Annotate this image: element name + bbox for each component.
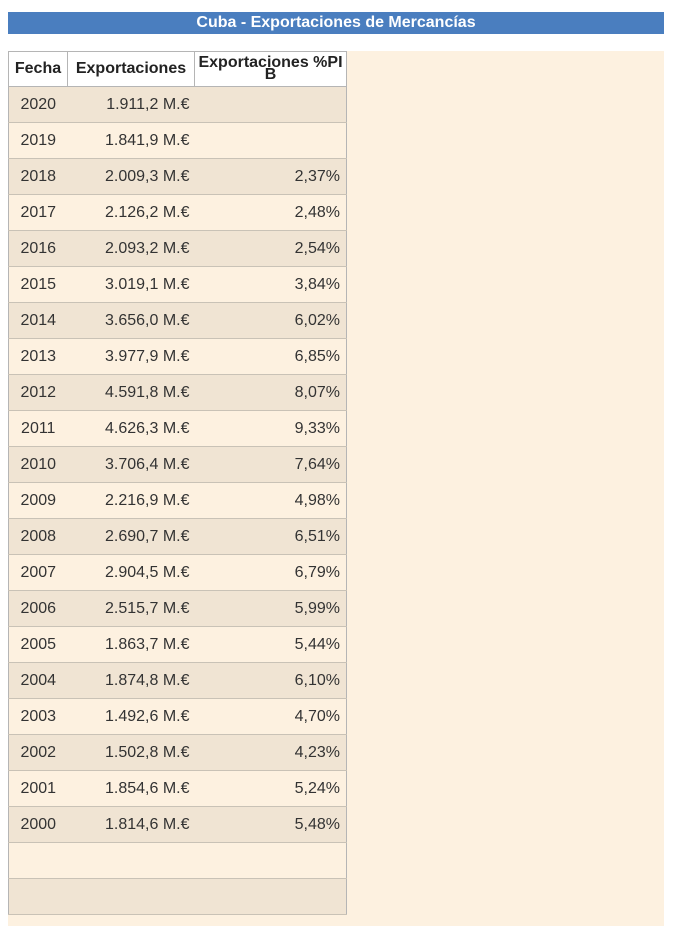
table-row: 2003 1.492,6 M.€ 4,70%: [8, 698, 347, 735]
header-exports-pib[interactable]: Exportaciones %PIB: [194, 51, 347, 87]
cell-exports-pib: 2,37%: [194, 158, 347, 195]
cell-exports-pib: 2,54%: [194, 230, 347, 267]
table-row: 2018 2.009,3 M.€ 2,37%: [8, 158, 347, 195]
cell-exports-pib: 9,33%: [194, 410, 347, 447]
table-row: 2020 1.911,2 M.€: [8, 86, 347, 123]
cell-year: 2001: [8, 770, 68, 807]
cell-year: [8, 878, 68, 915]
cell-exports: 2.126,2 M.€: [67, 194, 195, 231]
cell-exports-pib: 6,51%: [194, 518, 347, 555]
table-row: [8, 878, 347, 915]
cell-exports: 3.656,0 M.€: [67, 302, 195, 339]
cell-exports-pib: 4,23%: [194, 734, 347, 771]
table-row: 2011 4.626,3 M.€ 9,33%: [8, 410, 347, 447]
cell-exports: 2.515,7 M.€: [67, 590, 195, 627]
cell-exports-pib: [194, 878, 347, 915]
table-row: 2006 2.515,7 M.€ 5,99%: [8, 590, 347, 627]
cell-exports-pib: 6,79%: [194, 554, 347, 591]
cell-year: 2012: [8, 374, 68, 411]
table-row: 2016 2.093,2 M.€ 2,54%: [8, 230, 347, 267]
cell-year: 2003: [8, 698, 68, 735]
table-row: 2002 1.502,8 M.€ 4,23%: [8, 734, 347, 771]
table-row: 2013 3.977,9 M.€ 6,85%: [8, 338, 347, 375]
cell-exports-pib: 8,07%: [194, 374, 347, 411]
cell-exports: 1.863,7 M.€: [67, 626, 195, 663]
header-date[interactable]: Fecha: [8, 51, 68, 87]
cell-year: [8, 842, 68, 879]
cell-year: 2007: [8, 554, 68, 591]
table-row: 2009 2.216,9 M.€ 4,98%: [8, 482, 347, 519]
cell-exports: 2.009,3 M.€: [67, 158, 195, 195]
cell-year: 2009: [8, 482, 68, 519]
cell-exports: [67, 878, 195, 915]
table-row: 2014 3.656,0 M.€ 6,02%: [8, 302, 347, 339]
cell-exports: 3.706,4 M.€: [67, 446, 195, 483]
table-row: 2012 4.591,8 M.€ 8,07%: [8, 374, 347, 411]
cell-exports-pib: [194, 122, 347, 159]
cell-exports-pib: 5,44%: [194, 626, 347, 663]
cell-exports-pib: 5,24%: [194, 770, 347, 807]
cell-year: 2002: [8, 734, 68, 771]
cell-year: 2014: [8, 302, 68, 339]
cell-exports: 1.814,6 M.€: [67, 806, 195, 843]
cell-exports-pib: 5,48%: [194, 806, 347, 843]
cell-exports-pib: 3,84%: [194, 266, 347, 303]
cell-exports-pib: 2,48%: [194, 194, 347, 231]
table-row: [8, 842, 347, 879]
cell-exports-pib: 4,98%: [194, 482, 347, 519]
cell-exports: 2.093,2 M.€: [67, 230, 195, 267]
table-row: 2000 1.814,6 M.€ 5,48%: [8, 806, 347, 843]
table-row: 2008 2.690,7 M.€ 6,51%: [8, 518, 347, 555]
cell-year: 2004: [8, 662, 68, 699]
cell-exports: 2.690,7 M.€: [67, 518, 195, 555]
cell-year: 2008: [8, 518, 68, 555]
cell-year: 2016: [8, 230, 68, 267]
cell-year: 2000: [8, 806, 68, 843]
cell-exports: 1.841,9 M.€: [67, 122, 195, 159]
cell-exports: 1.854,6 M.€: [67, 770, 195, 807]
cell-exports-pib: 6,10%: [194, 662, 347, 699]
cell-exports: 4.626,3 M.€: [67, 410, 195, 447]
cell-exports-pib: 6,02%: [194, 302, 347, 339]
cell-exports: 1.911,2 M.€: [67, 86, 195, 123]
cell-year: 2017: [8, 194, 68, 231]
header-exports[interactable]: Exportaciones: [67, 51, 195, 87]
table-row: 2005 1.863,7 M.€ 5,44%: [8, 626, 347, 663]
exports-table: Fecha Exportaciones Exportaciones %PIB 2…: [8, 51, 347, 915]
table-row: 2017 2.126,2 M.€ 2,48%: [8, 194, 347, 231]
table-row: 2010 3.706,4 M.€ 7,64%: [8, 446, 347, 483]
cell-exports: 1.502,8 M.€: [67, 734, 195, 771]
cell-exports-pib: 5,99%: [194, 590, 347, 627]
cell-year: 2010: [8, 446, 68, 483]
cell-exports: 1.874,8 M.€: [67, 662, 195, 699]
cell-exports: [67, 842, 195, 879]
cell-year: 2015: [8, 266, 68, 303]
cell-exports-pib: 7,64%: [194, 446, 347, 483]
cell-exports: 2.216,9 M.€: [67, 482, 195, 519]
cell-exports: 3.019,1 M.€: [67, 266, 195, 303]
table-row: 2015 3.019,1 M.€ 3,84%: [8, 266, 347, 303]
cell-year: 2020: [8, 86, 68, 123]
cell-exports-pib: 4,70%: [194, 698, 347, 735]
cell-exports: 2.904,5 M.€: [67, 554, 195, 591]
cell-year: 2019: [8, 122, 68, 159]
cell-year: 2011: [8, 410, 68, 447]
cell-exports-pib: [194, 86, 347, 123]
table-row: 2001 1.854,6 M.€ 5,24%: [8, 770, 347, 807]
table-header-row: Fecha Exportaciones Exportaciones %PIB: [8, 51, 347, 87]
table-row: 2007 2.904,5 M.€ 6,79%: [8, 554, 347, 591]
cell-year: 2018: [8, 158, 68, 195]
cell-exports: 4.591,8 M.€: [67, 374, 195, 411]
cell-exports-pib: [194, 842, 347, 879]
cell-year: 2006: [8, 590, 68, 627]
cell-year: 2005: [8, 626, 68, 663]
table-row: 2019 1.841,9 M.€: [8, 122, 347, 159]
cell-exports: 3.977,9 M.€: [67, 338, 195, 375]
cell-exports-pib: 6,85%: [194, 338, 347, 375]
cell-exports: 1.492,6 M.€: [67, 698, 195, 735]
table-row: 2004 1.874,8 M.€ 6,10%: [8, 662, 347, 699]
cell-year: 2013: [8, 338, 68, 375]
page-title: Cuba - Exportaciones de Mercancías: [8, 12, 664, 34]
